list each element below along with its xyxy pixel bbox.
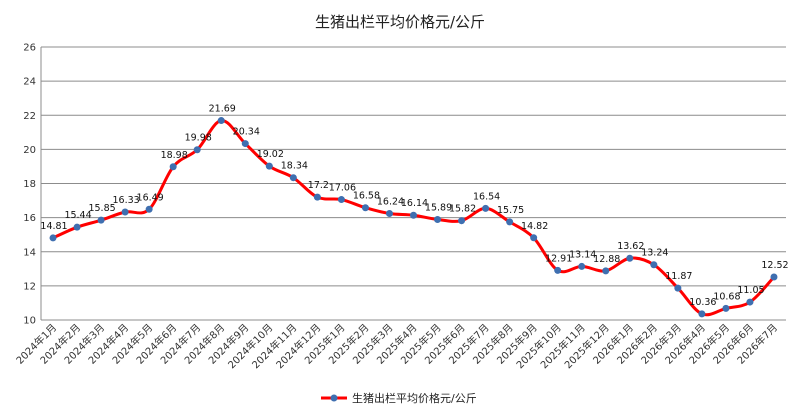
x-axis-tick-labels: 2024年1月2024年2月2024年3月2024年4月2024年5月2024年… xyxy=(13,321,780,371)
y-tick-label: 20 xyxy=(23,145,36,156)
data-label: 17.06 xyxy=(329,183,356,194)
data-point xyxy=(410,211,417,219)
data-point xyxy=(337,196,345,204)
data-label: 13.62 xyxy=(617,241,644,252)
data-point xyxy=(217,117,225,125)
data-point xyxy=(746,298,754,306)
y-tick-label: 18 xyxy=(23,179,36,190)
data-label: 13.14 xyxy=(569,249,596,260)
data-label: 14.82 xyxy=(521,221,548,232)
data-point xyxy=(145,205,153,213)
data-point xyxy=(674,284,682,292)
legend-marker-swatch xyxy=(330,394,338,402)
data-point xyxy=(698,310,706,318)
legend-label: 生猪出栏平均价格元/公斤 xyxy=(352,391,477,405)
data-point xyxy=(578,262,586,270)
y-tick-label: 26 xyxy=(23,43,36,54)
data-point xyxy=(554,266,562,274)
data-label: 15.82 xyxy=(449,204,476,215)
data-label: 15.44 xyxy=(64,210,91,221)
data-label: 12.91 xyxy=(545,253,572,264)
data-label: 12.52 xyxy=(761,260,788,271)
data-label: 17.2 xyxy=(308,180,329,191)
data-label: 16.58 xyxy=(353,191,380,202)
data-label: 16.33 xyxy=(113,195,140,206)
y-tick-label: 10 xyxy=(23,316,36,327)
data-point xyxy=(265,162,273,170)
data-point xyxy=(169,163,177,171)
data-point xyxy=(193,146,201,154)
data-point xyxy=(482,204,490,212)
data-point xyxy=(313,193,321,201)
y-tick-label: 24 xyxy=(23,77,36,88)
data-label: 21.69 xyxy=(209,104,236,115)
data-point xyxy=(770,273,778,281)
data-point xyxy=(722,304,730,312)
data-label: 15.89 xyxy=(425,203,452,214)
data-label: 15.75 xyxy=(497,205,524,216)
y-tick-label: 12 xyxy=(23,281,36,292)
data-label: 10.68 xyxy=(713,291,740,302)
data-point xyxy=(385,210,393,218)
data-label: 19.02 xyxy=(257,149,284,160)
data-label: 10.36 xyxy=(689,297,716,308)
y-tick-label: 14 xyxy=(23,247,36,258)
data-point xyxy=(626,254,634,262)
y-axis-tick-labels: 10 12 14 16 18 20 22 24 26 xyxy=(23,43,36,327)
legend: 生猪出栏平均价格元/公斤 xyxy=(321,391,477,405)
chart-title: 生猪出栏平均价格元/公斤 xyxy=(315,13,485,31)
data-label: 11.87 xyxy=(665,271,692,282)
data-label: 20.34 xyxy=(233,127,260,138)
data-point xyxy=(73,223,81,231)
data-point xyxy=(650,261,658,269)
data-label: 19.98 xyxy=(185,133,212,144)
data-label: 12.88 xyxy=(593,254,620,265)
plot-area xyxy=(49,117,778,318)
data-label: 14.81 xyxy=(40,221,67,232)
data-label: 11.05 xyxy=(737,285,764,296)
data-point xyxy=(241,140,249,148)
data-label: 16.14 xyxy=(401,198,428,209)
data-point xyxy=(434,216,442,224)
data-point xyxy=(97,216,105,224)
data-point xyxy=(506,218,514,226)
data-label: 15.85 xyxy=(88,203,115,214)
data-point xyxy=(361,204,369,212)
data-label: 16.54 xyxy=(473,191,500,202)
data-label: 13.24 xyxy=(641,248,668,259)
data-label: 16.24 xyxy=(377,197,404,208)
data-label: 16.49 xyxy=(137,192,164,203)
y-tick-label: 22 xyxy=(23,111,36,122)
data-point xyxy=(121,208,129,216)
data-point xyxy=(49,234,57,242)
data-point xyxy=(289,174,297,182)
data-point xyxy=(530,234,538,242)
data-point xyxy=(602,267,610,275)
data-label: 18.98 xyxy=(161,150,188,161)
data-point xyxy=(458,217,466,225)
data-label: 18.34 xyxy=(281,161,308,172)
y-tick-label: 16 xyxy=(23,213,36,224)
